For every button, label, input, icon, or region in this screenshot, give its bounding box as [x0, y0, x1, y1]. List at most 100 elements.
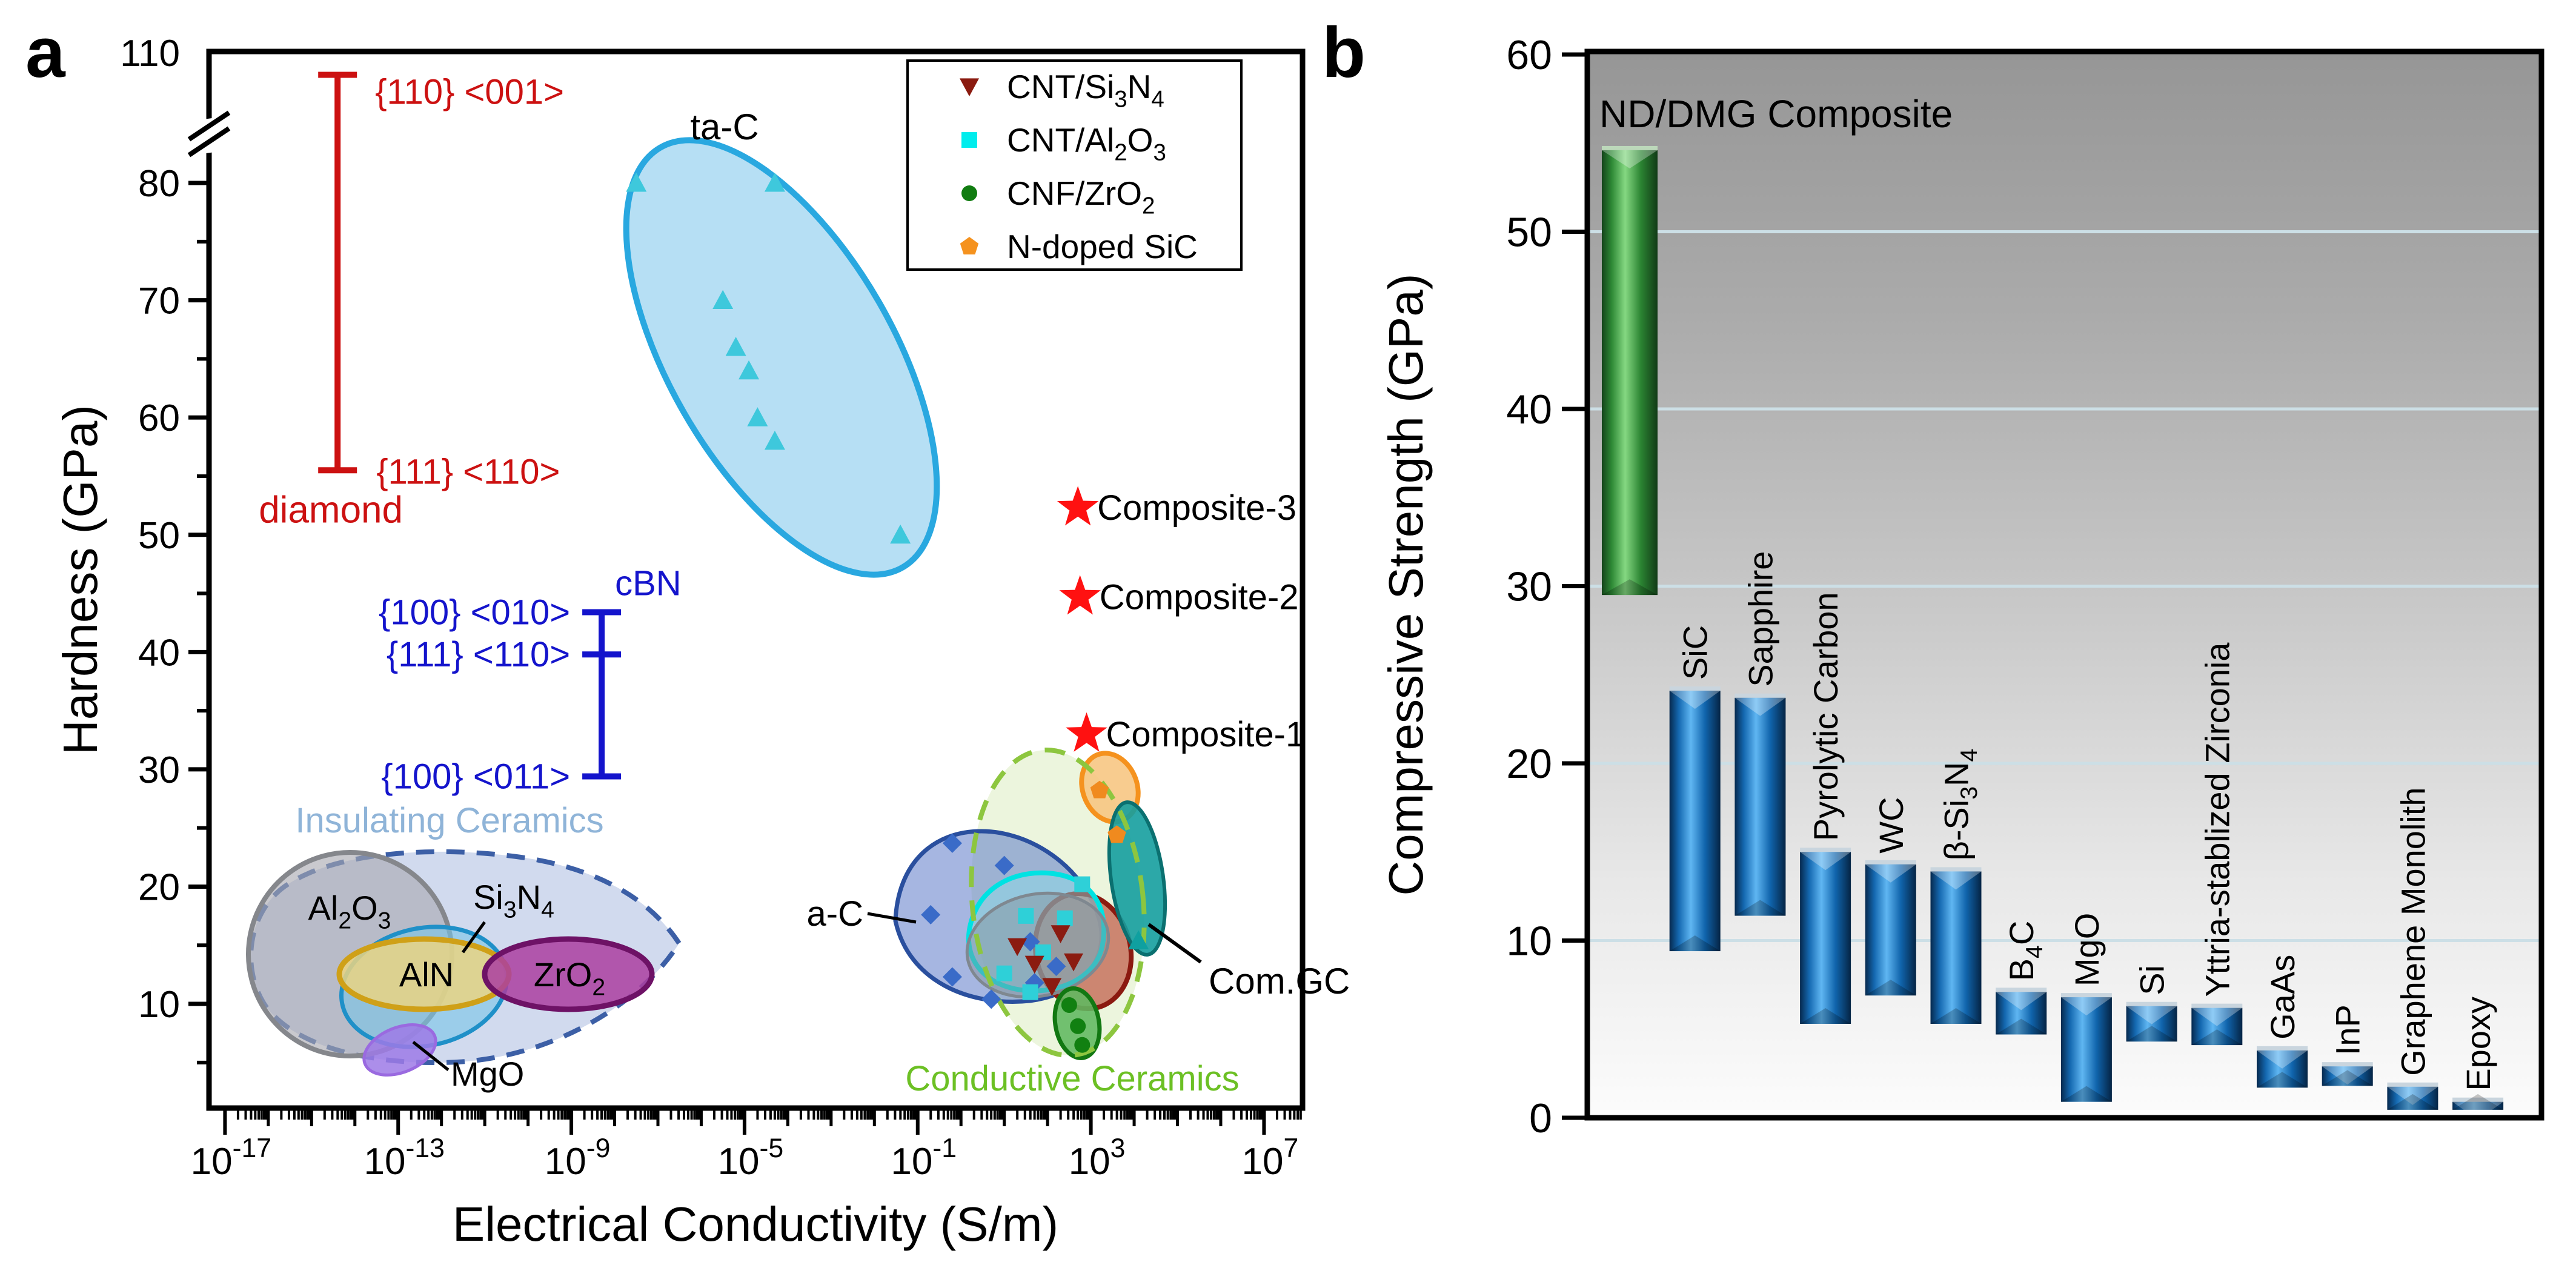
svg-text:Hardness (GPa): Hardness (GPa): [53, 405, 107, 755]
panel-a-axes: 10 20 30 40 50 60 70 80 110 10-17 10-13 10-9 10-5 10-…: [53, 33, 1306, 1251]
legend-entry-N-doped-SiC: N-doped SiC: [960, 228, 1198, 265]
svg-text:Conductive Ceramics: Conductive Ceramics: [905, 1059, 1239, 1098]
conductive-ceramics-region: [867, 747, 1202, 1060]
svg-text:B4C: B4C: [2002, 921, 2048, 981]
bar-Sapphire: Sapphire: [1734, 551, 1786, 916]
svg-text:WC: WC: [1872, 797, 1910, 853]
bar-Yttria-stablized-Zirconia: Yttria-stablized Zirconia: [2191, 642, 2243, 1046]
svg-text:{100} <010>: {100} <010>: [379, 593, 570, 632]
svg-text:AlN: AlN: [399, 955, 454, 994]
series-Com-GC: [1128, 930, 1149, 949]
ta-c-region: [623, 137, 940, 578]
bar-B4C: B4C: [1996, 921, 2048, 1035]
series-CNT-Al2O3: [996, 876, 1090, 1000]
svg-text:Composite-2: Composite-2: [1100, 577, 1299, 617]
svg-text:Sapphire: Sapphire: [1741, 551, 1779, 687]
legend-entry-CNT-Al2O3: CNT/Al2O3: [961, 121, 1166, 165]
svg-text:{110} <001>: {110} <001>: [375, 73, 564, 112]
svg-text:60: 60: [1506, 32, 1552, 78]
svg-text:ZrO2: ZrO2: [534, 955, 605, 1001]
svg-text:diamond: diamond: [259, 489, 403, 531]
panel-b-axes: 0 10 20 30 40 50 60 Compressive Strength (GPa): [1379, 32, 2544, 1141]
svg-text:{100} <011>: {100} <011>: [381, 757, 570, 797]
svg-text:10: 10: [138, 984, 180, 1026]
svg-text:SiC: SiC: [1676, 625, 1715, 680]
svg-text:Yttria-stablized Zirconia: Yttria-stablized Zirconia: [2198, 642, 2236, 997]
svg-text:80: 80: [138, 163, 180, 205]
svg-text:N-doped SiC: N-doped SiC: [1007, 228, 1198, 265]
svg-text:{111} <110>: {111} <110>: [376, 452, 560, 491]
bar-Pyrolytic-Carbon: Pyrolytic Carbon: [1800, 592, 1851, 1024]
svg-text:Composite-3: Composite-3: [1097, 488, 1296, 528]
svg-text:MgO: MgO: [2068, 913, 2106, 986]
series-CNT-Si3N4: [1007, 925, 1084, 996]
svg-text:β-Si3N4: β-Si3N4: [1937, 749, 1983, 861]
svg-text:CNT/Al2O3: CNT/Al2O3: [1007, 121, 1166, 165]
svg-text:cBN: cBN: [615, 564, 682, 603]
bar-MgO: MgO: [2060, 913, 2112, 1102]
panel-a-label: a: [25, 13, 65, 93]
star-Composite-3: Composite-3: [1057, 486, 1296, 528]
bar-GaAs: GaAs: [2257, 955, 2308, 1088]
svg-text:InP: InP: [2329, 1004, 2367, 1055]
svg-text:Si: Si: [2133, 965, 2171, 995]
svg-text:Si3N4: Si3N4: [473, 878, 554, 923]
svg-text:Al2O3: Al2O3: [308, 889, 391, 934]
panel-b-label: b: [1322, 13, 1366, 93]
svg-text:CNT/Si3N4: CNT/Si3N4: [1007, 68, 1164, 112]
svg-text:ND/DMG Composite: ND/DMG Composite: [1599, 92, 1953, 136]
svg-text:30: 30: [138, 749, 180, 791]
series-CNF-ZrO2: [1061, 997, 1090, 1053]
star-Composite-1: Composite-1: [1066, 712, 1305, 754]
svg-text:0: 0: [1529, 1095, 1552, 1141]
svg-text:20: 20: [1506, 741, 1552, 787]
bar-Epoxy: Epoxy: [2452, 997, 2504, 1120]
svg-text:40: 40: [1506, 387, 1552, 433]
svg-text:30: 30: [1506, 564, 1552, 610]
series-N-doped-SiC: [1090, 780, 1126, 843]
bar-Si: Si: [2126, 965, 2177, 1042]
svg-text:10-5: 10-5: [718, 1134, 784, 1183]
svg-text:10-13: 10-13: [364, 1134, 445, 1183]
svg-text:70: 70: [138, 281, 180, 322]
svg-text:107: 107: [1242, 1134, 1299, 1183]
svg-text:10-9: 10-9: [545, 1134, 611, 1183]
svg-text:GaAs: GaAs: [2263, 955, 2302, 1040]
bar-Graphene-Monolith: Graphene Monolith: [2387, 788, 2438, 1110]
svg-text:40: 40: [138, 632, 180, 674]
svg-text:10-17: 10-17: [191, 1134, 271, 1183]
svg-text:60: 60: [138, 397, 180, 439]
svg-text:a-C: a-C: [807, 894, 863, 934]
error-bar-cBN: cBN {100} <010>{111} <110> {100} <011>: [379, 564, 682, 797]
bar--Si3N4: β-Si3N4: [1930, 749, 1983, 1024]
series-ta-C: [626, 173, 911, 544]
svg-text:Insulating Ceramics: Insulating Ceramics: [295, 801, 603, 840]
bar-ND-DMG-Composite: [1602, 145, 1658, 596]
bar-InP: InP: [2322, 1004, 2373, 1086]
panel-b-bars: SiC Sapphire Pyrolytic Carbon WC β-Si3N4 B4C M…: [1602, 145, 2504, 1120]
svg-text:Composite-1: Composite-1: [1106, 715, 1305, 754]
star-Composite-2: Composite-2: [1059, 575, 1299, 617]
composite-stars: Composite-1 Composite-2 Composite-3: [1057, 486, 1305, 754]
panel-a-legend: CNT/Si3N4 CNT/Al2O3 CNF/ZrO2 N-doped SiC: [906, 59, 1243, 271]
svg-text:Com.GC: Com.GC: [1209, 961, 1350, 1001]
panel-a-annotations: ta-C Insulating Ceramics Conductive Cerami…: [295, 107, 1350, 1098]
svg-text:{111} <110>: {111} <110>: [387, 635, 570, 674]
svg-text:Compressive Strength (GPa): Compressive Strength (GPa): [1379, 273, 1433, 895]
svg-text:103: 103: [1069, 1134, 1126, 1183]
svg-text:CNF/ZrO2: CNF/ZrO2: [1007, 174, 1155, 219]
svg-text:MgO: MgO: [451, 1055, 524, 1093]
panel-b-annotation: ND/DMG Composite: [1599, 92, 1953, 136]
insulating-ceramics-region: [246, 849, 682, 1077]
bar-SiC: SiC: [1669, 625, 1721, 952]
series-a-C: [921, 833, 1066, 1009]
svg-text:20: 20: [138, 866, 180, 908]
svg-text:110: 110: [120, 33, 180, 75]
bar-WC: WC: [1865, 797, 1916, 996]
svg-text:ta-C: ta-C: [690, 107, 759, 147]
svg-text:10-1: 10-1: [891, 1134, 957, 1183]
svg-text:10: 10: [1506, 918, 1552, 964]
